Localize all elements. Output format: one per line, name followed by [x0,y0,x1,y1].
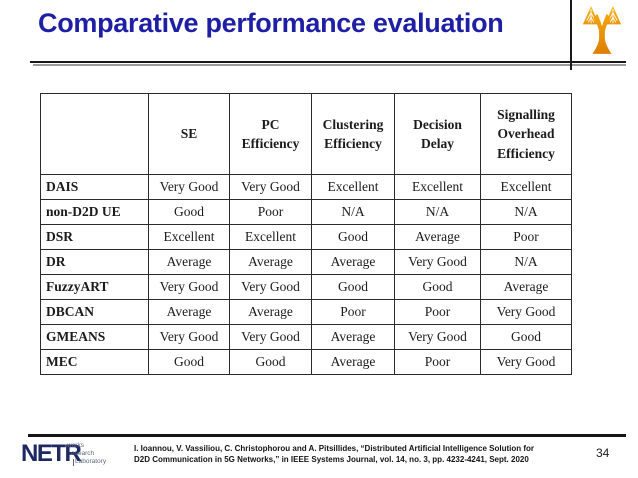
table-cell: Poor [394,349,481,375]
table-row: MEC Good Good Average Poor Very Good [40,349,572,375]
netr-lab-logo: NETR works esearch Laboratory [20,440,130,474]
citation-line2: D2D Communication in 5G Networks,” in IE… [134,454,529,464]
citation-line1: I. Ioannou, V. Vassiliou, C. Christophor… [134,444,535,453]
table-cell: Very Good [229,324,312,350]
table-cell: N/A [394,199,481,225]
logo-separator-line [570,0,572,70]
table-cell: Excellent [148,224,230,250]
row-label: DAIS [40,174,149,200]
table-cell: Very Good [480,349,572,375]
table-cell: Average [148,249,230,275]
title-underline [30,61,626,63]
table-row: DR Average Average Average Very Good N/A [40,249,572,275]
table-cell: Poor [480,224,572,250]
university-tree-logo [582,6,622,54]
table-cell: Excellent [394,174,481,200]
table-row: GMEANS Very Good Very Good Average Very … [40,324,572,350]
table-cell: Very Good [229,174,312,200]
row-label: GMEANS [40,324,149,350]
row-label: DSR [40,224,149,250]
netr-laboratory-label: Laboratory [73,458,107,466]
table-header-row: SE PC Efficiency Clustering Efficiency D… [40,93,572,175]
title-underline-shadow [33,64,626,66]
table-cell: Very Good [229,274,312,300]
netr-logo-text: NETR [21,440,82,467]
table-cell: Average [311,324,395,350]
table-cell: Average [229,299,312,325]
row-label: MEC [40,349,149,375]
table-cell: Average [229,249,312,275]
table-cell: Poor [394,299,481,325]
table-cell: N/A [480,199,572,225]
table-header-signalling-overhead: Signalling Overhead Efficiency [480,93,572,175]
table-cell: Excellent [480,174,572,200]
table-cell: Average [148,299,230,325]
table-cell: N/A [480,249,572,275]
table-row: DAIS Very Good Very Good Excellent Excel… [40,174,572,200]
row-label: non-D2D UE [40,199,149,225]
table-cell: Average [480,274,572,300]
table-cell: Average [311,349,395,375]
footer-line [28,434,626,437]
row-label: FuzzyART [40,274,149,300]
table-cell: Good [229,349,312,375]
table-row: FuzzyART Very Good Very Good Good Good A… [40,274,572,300]
table-header-se: SE [148,93,230,175]
table-cell: Good [148,349,230,375]
table-cell: Good [311,224,395,250]
netr-research-label: esearch [71,450,95,457]
table-cell: Excellent [229,224,312,250]
table-cell: Very Good [480,299,572,325]
page-title: Comparative performance evaluation [38,8,504,38]
table-header-pc-efficiency: PC Efficiency [229,93,312,175]
table-cell: Good [148,199,230,225]
table-row: non-D2D UE Good Poor N/A N/A N/A [40,199,572,225]
table-cell: N/A [311,199,395,225]
table-cell: Very Good [148,324,230,350]
table-cell: Excellent [311,174,395,200]
table-cell: Very Good [148,174,230,200]
table-cell: Average [311,249,395,275]
table-cell: Very Good [394,249,481,275]
table-cell: Average [394,224,481,250]
table-cell: Very Good [394,324,481,350]
netr-works-label: works [67,442,84,449]
table-cell: Good [480,324,572,350]
table-header-corner [40,93,149,175]
row-label: DBCAN [40,299,149,325]
table-cell: Very Good [148,274,230,300]
table-row: DSR Excellent Excellent Good Average Poo… [40,224,572,250]
table-cell: Good [394,274,481,300]
row-label: DR [40,249,149,275]
citation: I. Ioannou, V. Vassiliou, C. Christophor… [134,444,564,465]
table-cell: Poor [311,299,395,325]
table-header-decision-delay: Decision Delay [394,93,481,175]
slide-number: 34 [596,446,610,460]
table-row: DBCAN Average Average Poor Poor Very Goo… [40,299,572,325]
table-header-clustering-efficiency: Clustering Efficiency [311,93,395,175]
table-cell: Poor [229,199,312,225]
performance-table: SE PC Efficiency Clustering Efficiency D… [40,93,572,375]
table-cell: Good [311,274,395,300]
